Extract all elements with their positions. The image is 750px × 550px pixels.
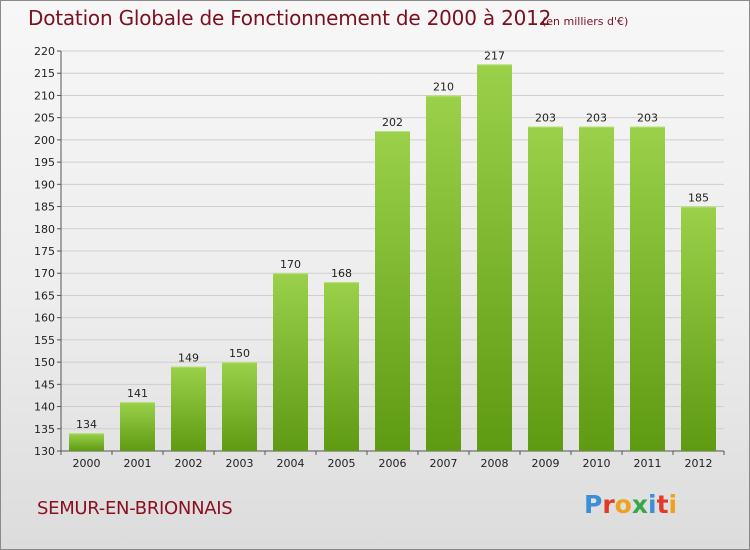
x-tick-label: 2010 (583, 457, 611, 470)
logo-letter: r (602, 490, 615, 519)
y-tick-label: 145 (34, 378, 55, 391)
bar (120, 402, 155, 451)
y-tick-label: 185 (34, 201, 55, 214)
x-tick-label: 2004 (277, 457, 305, 470)
data-label: 134 (76, 418, 97, 431)
y-axis: 130 135 140 145 150 155 160 165 170 175 180 185 190 1… (34, 45, 62, 458)
y-tick-label: 180 (34, 223, 55, 236)
data-label: 168 (331, 267, 352, 280)
bar (477, 64, 512, 452)
bar (375, 131, 410, 451)
x-tick-label: 2008 (481, 457, 509, 470)
x-tick-label: 2005 (328, 457, 356, 470)
logo-letter: x (631, 490, 648, 519)
bar (222, 362, 257, 451)
bar (630, 126, 665, 452)
data-label: 149 (178, 352, 199, 365)
logo-letter: t (656, 490, 669, 519)
y-tick-label: 215 (34, 67, 55, 80)
logo-letter: i (648, 490, 657, 519)
y-tick-label: 160 (34, 312, 55, 325)
logo-letter: o (614, 490, 632, 519)
y-tick-label: 140 (34, 401, 55, 414)
data-label: 185 (688, 192, 709, 205)
y-tick-label: 195 (34, 156, 55, 169)
chart-title: Dotation Globale de Fonctionnement de 20… (28, 6, 552, 30)
x-tick-label: 2003 (226, 457, 254, 470)
logo-letter: i (668, 490, 678, 519)
y-tick-label: 205 (34, 112, 55, 125)
y-tick-label: 170 (34, 267, 55, 280)
x-tick-label: 2006 (379, 457, 407, 470)
bar (426, 95, 461, 451)
bar (69, 433, 104, 451)
y-tick-label: 155 (34, 334, 55, 347)
y-tick-label: 200 (34, 134, 55, 147)
data-label: 170 (280, 258, 301, 271)
y-tick-label: 135 (34, 423, 55, 436)
data-labels: 134 141 149 150 170 168 202 210 217 203 203 203 185 (76, 49, 709, 431)
y-tick-label: 165 (34, 289, 55, 302)
bar (324, 282, 359, 451)
data-label: 217 (484, 49, 505, 62)
logo-letter: P (584, 490, 603, 519)
bar (681, 206, 716, 451)
x-tick-label: 2007 (430, 457, 458, 470)
x-tick-label: 2011 (634, 457, 662, 470)
y-tick-label: 175 (34, 245, 55, 258)
y-tick-label: 130 (34, 445, 55, 458)
x-tick-label: 2009 (532, 457, 560, 470)
data-label: 203 (586, 112, 607, 125)
data-label: 202 (382, 116, 403, 129)
y-tick-label: 210 (34, 89, 55, 102)
chart-unit: (en milliers d'€) (542, 15, 629, 28)
x-axis: 2000 2001 2002 2003 2004 2005 2006 2007 2008 2009… (60, 450, 725, 470)
y-tick-label: 190 (34, 178, 55, 191)
proxiti-logo: Proxiti (584, 490, 677, 519)
x-tick-label: 2001 (124, 457, 152, 470)
bar (171, 366, 206, 451)
data-label: 203 (535, 112, 556, 125)
bar (579, 126, 614, 452)
data-label: 203 (637, 112, 658, 125)
data-label: 150 (229, 347, 250, 360)
data-label: 141 (127, 387, 148, 400)
bars (69, 64, 716, 452)
y-tick-label: 220 (34, 45, 55, 58)
bar (273, 273, 308, 451)
y-tick-label: 150 (34, 356, 55, 369)
commune-name: SEMUR-EN-BRIONNAIS (37, 498, 233, 519)
x-tick-label: 2002 (175, 457, 203, 470)
data-label: 210 (433, 80, 454, 93)
x-tick-label: 2012 (685, 457, 713, 470)
bar (528, 126, 563, 452)
x-tick-label: 2000 (73, 457, 101, 470)
